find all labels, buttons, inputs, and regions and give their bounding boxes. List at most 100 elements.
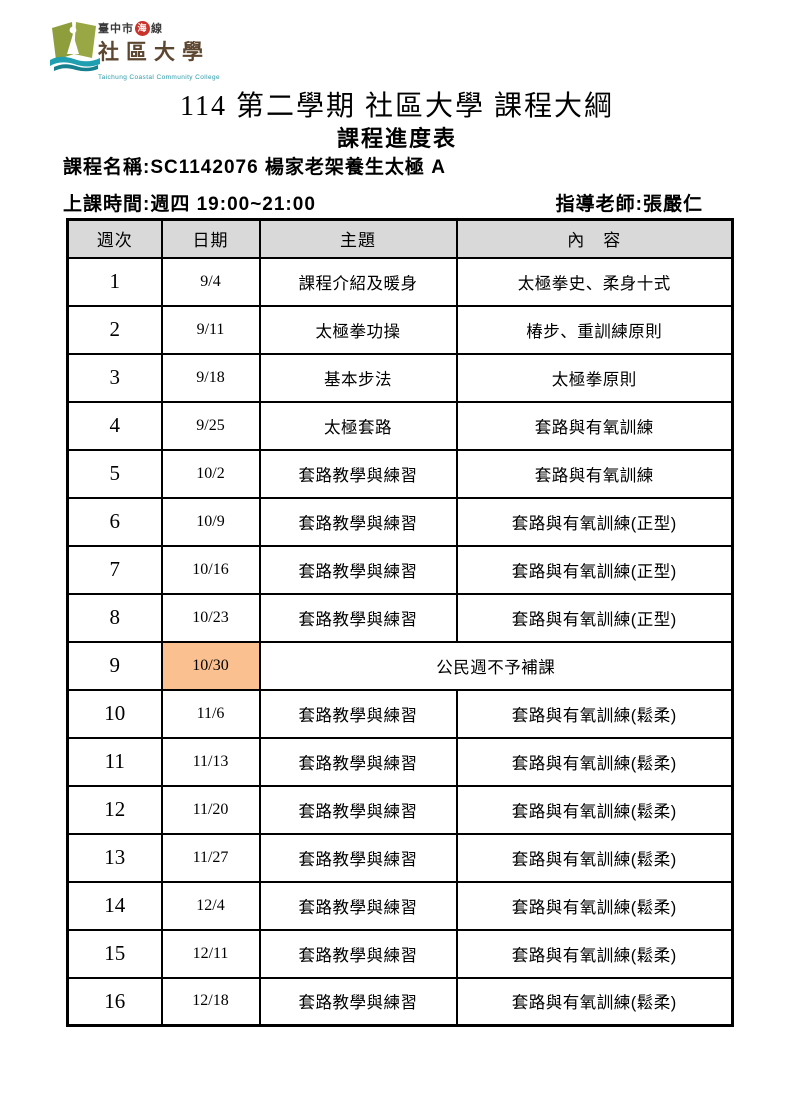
table-row: 4 9/25 太極套路 套路與有氧訓練: [66, 400, 734, 451]
topic-cell: 套路教學與練習: [258, 832, 458, 883]
logo-org-main: 社區大學: [98, 40, 210, 64]
week-cell: 10: [66, 688, 163, 739]
table-row: 13 11/27 套路教學與練習 套路與有氧訓練(鬆柔): [66, 832, 734, 883]
schedule-table-body: 1 9/4 課程介紹及暖身 太極拳史、柔身十式 2 9/11 太極拳功操 椿步、重訓練原則 3 9…: [66, 256, 734, 1027]
week-cell: 13: [66, 832, 163, 883]
column-header-date: 日期: [160, 218, 261, 259]
course-name-label: 課程名稱:: [63, 157, 151, 178]
week-cell: 6: [66, 496, 163, 547]
date-cell: 12/4: [160, 880, 261, 931]
table-row: 5 10/2 套路教學與練習 套路與有氧訓練: [66, 448, 734, 499]
topic-cell: 套路教學與練習: [258, 496, 458, 547]
topic-cell: 套路教學與練習: [258, 448, 458, 499]
week-cell: 4: [66, 400, 163, 451]
date-cell: 10/23: [160, 592, 261, 643]
week-cell: 5: [66, 448, 163, 499]
content-cell: 套路與有氧訓練: [455, 400, 734, 451]
content-cell: 套路與有氧訓練(正型): [455, 592, 734, 643]
merged-content-cell: 公民週不予補課: [258, 640, 734, 691]
instructor-value: 張嚴仁: [642, 194, 703, 215]
header-row: 週次 日期 主題 內 容: [66, 218, 734, 259]
topic-cell: 套路教學與練習: [258, 544, 458, 595]
topic-cell: 課程介紹及暖身: [258, 256, 458, 307]
date-cell: 10/2: [160, 448, 261, 499]
instructor-label: 指導老師:: [555, 194, 643, 215]
week-cell: 9: [66, 640, 163, 691]
table-row: 3 9/18 基本步法 太極拳原則: [66, 352, 734, 403]
topic-cell: 套路教學與練習: [258, 976, 458, 1027]
schedule-table-head: 週次 日期 主題 內 容: [66, 218, 734, 259]
week-cell: 14: [66, 880, 163, 931]
content-cell: 套路與有氧訓練(鬆柔): [455, 784, 734, 835]
topic-cell: 基本步法: [258, 352, 458, 403]
topic-cell: 套路教學與練習: [258, 736, 458, 787]
course-name-line: 課程名稱:SC1142076 楊家老架養生太極 A: [63, 152, 446, 179]
table-row: 10 11/6 套路教學與練習 套路與有氧訓練(鬆柔): [66, 688, 734, 739]
column-header-week: 週次: [66, 218, 163, 259]
school-logo: 臺中市 海 線 社區大學 Taichung Coastal Community …: [46, 14, 220, 81]
class-time-label: 上課時間:: [63, 194, 151, 215]
instructor-line: 指導老師:張嚴仁: [556, 189, 731, 216]
column-header-topic: 主題: [258, 218, 458, 259]
date-cell: 10/9: [160, 496, 261, 547]
content-cell: 套路與有氧訓練(鬆柔): [455, 928, 734, 979]
table-row: 1 9/4 課程介紹及暖身 太極拳史、柔身十式: [66, 256, 734, 307]
content-cell: 太極拳史、柔身十式: [455, 256, 734, 307]
date-cell: 11/27: [160, 832, 261, 883]
week-cell: 8: [66, 592, 163, 643]
topic-cell: 套路教學與練習: [258, 928, 458, 979]
date-cell: 11/13: [160, 736, 261, 787]
content-cell: 套路與有氧訓練(正型): [455, 496, 734, 547]
table-row: 15 12/11 套路教學與練習 套路與有氧訓練(鬆柔): [66, 928, 734, 979]
week-cell: 16: [66, 976, 163, 1027]
logo-org-english: Taichung Coastal Community College: [98, 74, 220, 81]
topic-cell: 太極套路: [258, 400, 458, 451]
table-row: 6 10/9 套路教學與練習 套路與有氧訓練(正型): [66, 496, 734, 547]
class-time-value: 週四 19:00~21:00: [150, 194, 316, 215]
logo-seal: 海: [135, 20, 150, 36]
content-cell: 套路與有氧訓練(正型): [455, 544, 734, 595]
logo-book-icon: [46, 14, 104, 74]
table-row: 11 11/13 套路教學與練習 套路與有氧訓練(鬆柔): [66, 736, 734, 787]
table-row: 9 10/30 公民週不予補課: [66, 640, 734, 691]
logo-org-suffix: 線: [151, 23, 163, 35]
week-cell: 12: [66, 784, 163, 835]
date-cell: 9/4: [160, 256, 261, 307]
date-cell: 12/11: [160, 928, 261, 979]
logo-text: 臺中市 海 線 社區大學 Taichung Coastal Community …: [98, 20, 220, 84]
date-cell: 10/30: [160, 640, 261, 691]
content-cell: 套路與有氧訓練(鬆柔): [455, 976, 734, 1027]
date-cell: 9/11: [160, 304, 261, 355]
table-row: 7 10/16 套路教學與練習 套路與有氧訓練(正型): [66, 544, 734, 595]
date-cell: 12/18: [160, 976, 261, 1027]
week-cell: 7: [66, 544, 163, 595]
week-cell: 15: [66, 928, 163, 979]
logo-wave-icon: [50, 56, 100, 67]
topic-cell: 套路教學與練習: [258, 880, 458, 931]
topic-cell: 套路教學與練習: [258, 688, 458, 739]
content-cell: 套路與有氧訓練(鬆柔): [455, 736, 734, 787]
content-cell: 套路與有氧訓練: [455, 448, 734, 499]
course-name-value: SC1142076 楊家老架養生太極 A: [150, 157, 446, 178]
week-cell: 3: [66, 352, 163, 403]
topic-cell: 套路教學與練習: [258, 784, 458, 835]
date-cell: 11/20: [160, 784, 261, 835]
week-cell: 11: [66, 736, 163, 787]
content-cell: 太極拳原則: [455, 352, 734, 403]
meta-row: 上課時間:週四 19:00~21:00 指導老師:張嚴仁: [63, 189, 731, 216]
page-subtitle: 課程進度表: [336, 126, 457, 151]
page-title: 114 第二學期 社區大學 課程大綱: [180, 91, 614, 122]
date-cell: 10/16: [160, 544, 261, 595]
content-cell: 套路與有氧訓練(鬆柔): [455, 832, 734, 883]
table-row: 2 9/11 太極拳功操 椿步、重訓練原則: [66, 304, 734, 355]
table-row: 14 12/4 套路教學與練習 套路與有氧訓練(鬆柔): [66, 880, 734, 931]
content-cell: 椿步、重訓練原則: [455, 304, 734, 355]
week-cell: 1: [66, 256, 163, 307]
table-row: 16 12/18 套路教學與練習 套路與有氧訓練(鬆柔): [66, 976, 734, 1027]
class-time-line: 上課時間:週四 19:00~21:00: [63, 189, 316, 216]
content-cell: 套路與有氧訓練(鬆柔): [455, 688, 734, 739]
column-header-content: 內 容: [455, 218, 734, 259]
week-cell: 2: [66, 304, 163, 355]
topic-cell: 套路教學與練習: [258, 592, 458, 643]
schedule-table: 週次 日期 主題 內 容 1 9/4 課程介紹及暖身 太極拳史、柔身十式 2 9/11 太極…: [66, 218, 734, 1027]
